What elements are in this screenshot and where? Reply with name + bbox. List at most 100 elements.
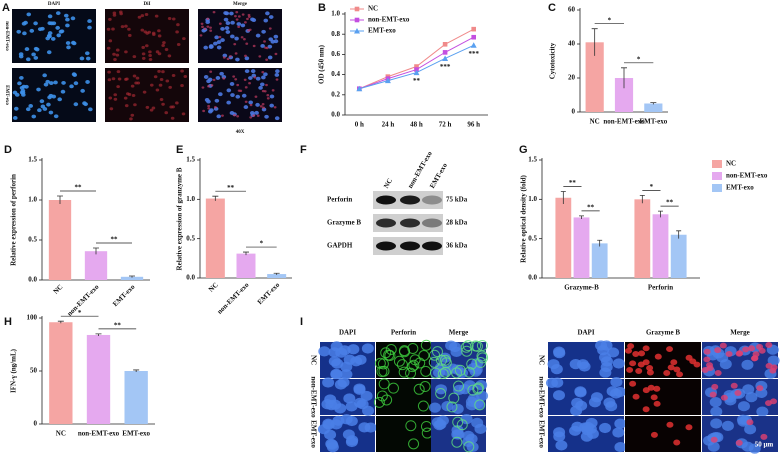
cell xyxy=(322,419,335,430)
micrograph xyxy=(625,416,701,452)
cell xyxy=(263,40,266,43)
cell xyxy=(88,107,93,112)
significance-label: ** xyxy=(111,236,119,244)
cell xyxy=(629,360,637,367)
cell xyxy=(199,34,203,37)
cell xyxy=(735,439,743,446)
legend-swatch xyxy=(712,160,722,168)
cell xyxy=(203,27,207,31)
cell xyxy=(244,86,248,89)
cell xyxy=(53,114,59,119)
cell xyxy=(48,81,54,86)
cell xyxy=(673,366,681,373)
cell xyxy=(265,46,269,50)
cell xyxy=(685,354,693,361)
cell xyxy=(245,42,249,45)
marker xyxy=(471,34,476,40)
cell xyxy=(106,27,111,31)
x-tick-label: NC xyxy=(56,430,66,438)
cell xyxy=(153,75,158,79)
column-label: DiI xyxy=(144,2,151,7)
cell xyxy=(209,29,213,32)
error-bar xyxy=(93,247,99,255)
y-tick-label: 0.0 xyxy=(186,274,195,282)
cell xyxy=(108,17,112,21)
cell xyxy=(116,85,120,89)
cell xyxy=(259,82,265,87)
cell xyxy=(263,90,267,93)
cell xyxy=(116,70,121,74)
cell xyxy=(261,103,265,106)
micrograph xyxy=(105,68,189,122)
cell xyxy=(721,420,734,431)
cell xyxy=(268,15,274,19)
panel-letter: E xyxy=(176,144,183,156)
cell xyxy=(232,75,236,78)
cell xyxy=(87,19,92,24)
cell xyxy=(201,86,205,89)
cell xyxy=(460,413,473,425)
cell xyxy=(36,87,41,92)
cell xyxy=(25,107,31,112)
cell xyxy=(201,25,204,29)
cell xyxy=(767,355,780,366)
panel-letter: G xyxy=(519,144,528,156)
cell xyxy=(575,400,588,411)
cell xyxy=(155,50,160,54)
cell xyxy=(685,424,693,431)
cell xyxy=(248,76,253,80)
cell xyxy=(569,425,582,436)
cell xyxy=(653,400,661,407)
micrograph xyxy=(198,68,282,122)
cell xyxy=(209,26,212,29)
cell xyxy=(61,80,66,85)
cell xyxy=(714,347,722,354)
cell xyxy=(249,103,253,107)
cell xyxy=(108,39,113,43)
cell xyxy=(476,339,488,351)
row-label: Grazyme B xyxy=(327,219,361,227)
bar xyxy=(670,234,687,278)
x-tick-label: 0 h xyxy=(355,121,364,129)
significance-label: ** xyxy=(227,184,235,192)
cell xyxy=(337,377,350,388)
error-bar xyxy=(639,195,645,204)
cell xyxy=(225,21,231,26)
cell xyxy=(244,56,250,61)
cell xyxy=(108,96,113,100)
cell xyxy=(383,349,395,361)
x-tick-label: NC xyxy=(590,118,600,126)
row-label: EMT-exo xyxy=(4,85,9,105)
cell xyxy=(209,70,213,73)
cell xyxy=(710,418,723,429)
cell xyxy=(326,442,339,453)
cell xyxy=(56,33,62,38)
cell xyxy=(223,17,229,22)
cell xyxy=(111,77,116,81)
cell xyxy=(646,369,654,376)
cell xyxy=(409,354,421,366)
cell xyxy=(235,57,240,62)
cell xyxy=(378,378,390,390)
cell xyxy=(340,361,353,372)
cell xyxy=(553,431,566,442)
cell xyxy=(650,431,658,438)
cell xyxy=(408,359,420,371)
cell xyxy=(244,54,247,58)
cell xyxy=(113,58,117,62)
marker xyxy=(413,69,420,76)
marker xyxy=(414,64,419,69)
cell xyxy=(70,40,76,45)
cell xyxy=(324,394,337,405)
cell xyxy=(129,117,133,121)
cell xyxy=(63,13,69,18)
cell xyxy=(635,367,643,374)
cell xyxy=(33,21,38,26)
row-label: non-EMT-exo xyxy=(309,376,317,418)
blot-band xyxy=(400,218,420,228)
cell xyxy=(428,356,440,368)
cell xyxy=(200,22,204,25)
cell xyxy=(273,34,279,39)
significance-label: *** xyxy=(468,50,479,58)
cell xyxy=(676,371,684,378)
